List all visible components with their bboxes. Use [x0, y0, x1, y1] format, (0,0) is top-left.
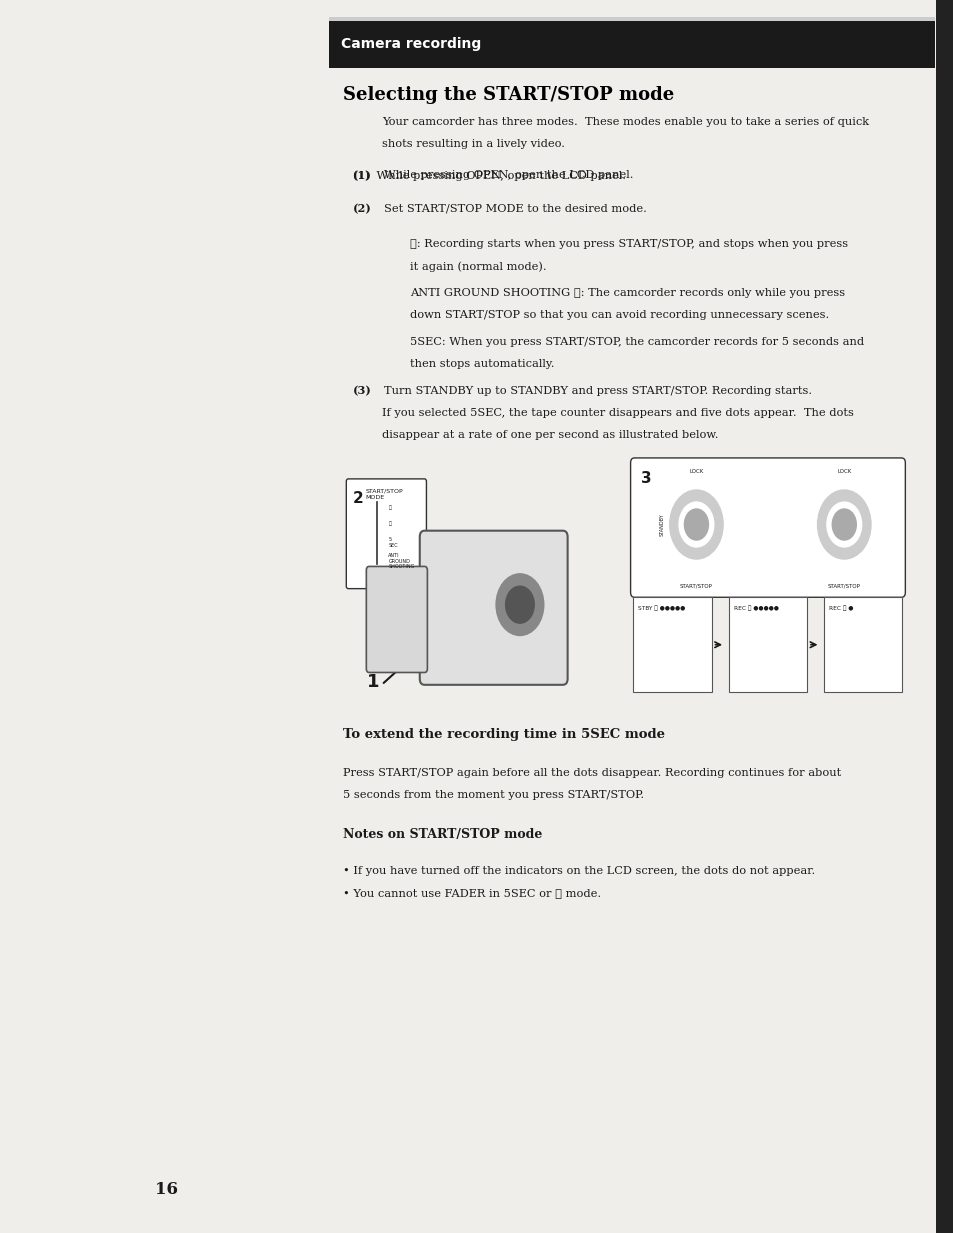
Text: 5SEC: When you press START/STOP, the camcorder records for 5 seconds and: 5SEC: When you press START/STOP, the cam… [410, 337, 863, 346]
Text: 1: 1 [367, 673, 379, 690]
Circle shape [679, 502, 713, 547]
Text: then stops automatically.: then stops automatically. [410, 359, 554, 369]
Text: ANTI
GROUND
SHOOTING: ANTI GROUND SHOOTING [388, 552, 415, 570]
Text: LOCK: LOCK [689, 469, 702, 473]
Text: Your camcorder has three modes.  These modes enable you to take a series of quic: Your camcorder has three modes. These mo… [381, 117, 867, 127]
Text: START/STOP
MODE: START/STOP MODE [365, 488, 402, 499]
Text: shots resulting in a lively video.: shots resulting in a lively video. [381, 139, 564, 149]
Text: Camera recording: Camera recording [340, 37, 480, 52]
Text: • If you have turned off the indicators on the LCD screen, the dots do not appea: • If you have turned off the indicators … [343, 866, 815, 875]
Circle shape [817, 490, 870, 559]
FancyBboxPatch shape [366, 566, 427, 672]
Text: (1)  While pressing OPEN, open the LCD panel.: (1) While pressing OPEN, open the LCD pa… [353, 170, 625, 181]
Text: ANTI GROUND SHOOTING ⌵: The camcorder records only while you press: ANTI GROUND SHOOTING ⌵: The camcorder re… [410, 289, 844, 298]
Text: ⌵: ⌵ [388, 520, 391, 525]
Text: Notes on START/STOP mode: Notes on START/STOP mode [343, 827, 542, 841]
FancyBboxPatch shape [329, 21, 934, 68]
FancyBboxPatch shape [728, 597, 806, 692]
Text: Turn STANDBY up to STANDBY and press START/STOP. Recording starts.: Turn STANDBY up to STANDBY and press STA… [384, 386, 812, 396]
Text: (3): (3) [353, 386, 372, 397]
Text: disappear at a rate of one per second as illustrated below.: disappear at a rate of one per second as… [381, 430, 718, 440]
Circle shape [831, 509, 856, 540]
Text: STANDBY: STANDBY [659, 513, 664, 536]
Text: ⌵: Recording starts when you press START/STOP, and stops when you press: ⌵: Recording starts when you press START… [410, 239, 847, 249]
Text: (1): (1) [353, 170, 372, 181]
FancyBboxPatch shape [935, 0, 953, 1233]
Text: 5
SEC: 5 SEC [388, 536, 397, 547]
Circle shape [669, 490, 722, 559]
Text: To extend the recording time in 5SEC mode: To extend the recording time in 5SEC mod… [343, 727, 665, 741]
Text: START/STOP: START/STOP [679, 583, 712, 588]
Text: it again (normal mode).: it again (normal mode). [410, 261, 546, 272]
FancyBboxPatch shape [823, 597, 902, 692]
FancyBboxPatch shape [633, 597, 711, 692]
FancyBboxPatch shape [329, 17, 934, 21]
Text: Set START/STOP MODE to the desired mode.: Set START/STOP MODE to the desired mode. [384, 203, 647, 213]
Circle shape [826, 502, 861, 547]
Circle shape [505, 586, 534, 623]
Text: • You cannot use FADER in 5SEC or ⌵ mode.: • You cannot use FADER in 5SEC or ⌵ mode… [343, 888, 601, 898]
Text: REC ⌵ ●: REC ⌵ ● [828, 605, 853, 612]
Circle shape [683, 509, 708, 540]
Text: 16: 16 [155, 1181, 178, 1198]
Circle shape [496, 573, 543, 635]
Text: Selecting the START/STOP mode: Selecting the START/STOP mode [343, 86, 674, 105]
Text: ⌵: ⌵ [388, 504, 391, 509]
Text: While pressing OPEN, open the LCD panel.: While pressing OPEN, open the LCD panel. [384, 170, 634, 180]
Text: START/STOP: START/STOP [827, 583, 860, 588]
Text: If you selected 5SEC, the tape counter disappears and five dots appear.  The dot: If you selected 5SEC, the tape counter d… [381, 408, 853, 418]
FancyBboxPatch shape [346, 478, 426, 588]
Text: STBY ⌵ ●●●●●: STBY ⌵ ●●●●● [638, 605, 685, 612]
Text: LOCK: LOCK [837, 469, 850, 473]
Text: 2: 2 [353, 491, 363, 507]
Text: 5 seconds from the moment you press START/STOP.: 5 seconds from the moment you press STAR… [343, 790, 644, 800]
Text: 3: 3 [640, 471, 651, 487]
FancyBboxPatch shape [419, 530, 567, 684]
Text: REC ⌵ ●●●●●: REC ⌵ ●●●●● [733, 605, 778, 612]
Text: down START/STOP so that you can avoid recording unnecessary scenes.: down START/STOP so that you can avoid re… [410, 311, 828, 321]
Text: (2): (2) [353, 203, 372, 215]
Text: Press START/STOP again before all the dots disappear. Recording continues for ab: Press START/STOP again before all the do… [343, 768, 841, 778]
FancyBboxPatch shape [630, 457, 904, 597]
